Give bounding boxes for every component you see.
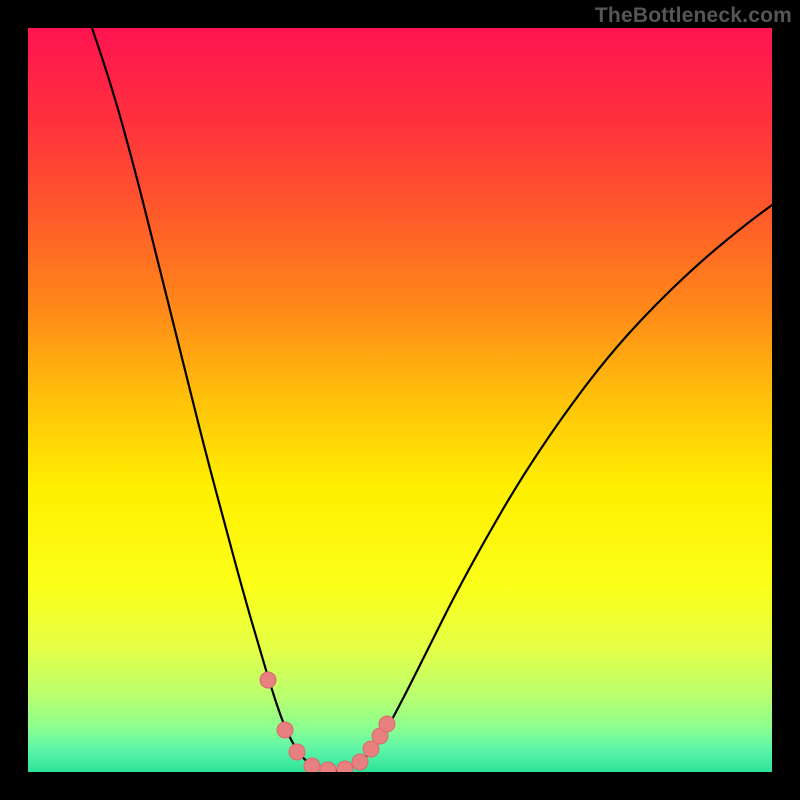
data-marker xyxy=(337,761,353,772)
data-marker xyxy=(289,744,305,760)
gradient-background xyxy=(28,28,772,772)
data-marker xyxy=(352,754,368,770)
watermark-text: TheBottleneck.com xyxy=(595,4,792,28)
outer-frame xyxy=(0,0,800,800)
plot-area xyxy=(28,28,772,772)
chart-svg xyxy=(28,28,772,772)
data-marker xyxy=(277,722,293,738)
data-marker xyxy=(304,758,320,772)
data-marker xyxy=(260,672,276,688)
data-marker xyxy=(379,716,395,732)
